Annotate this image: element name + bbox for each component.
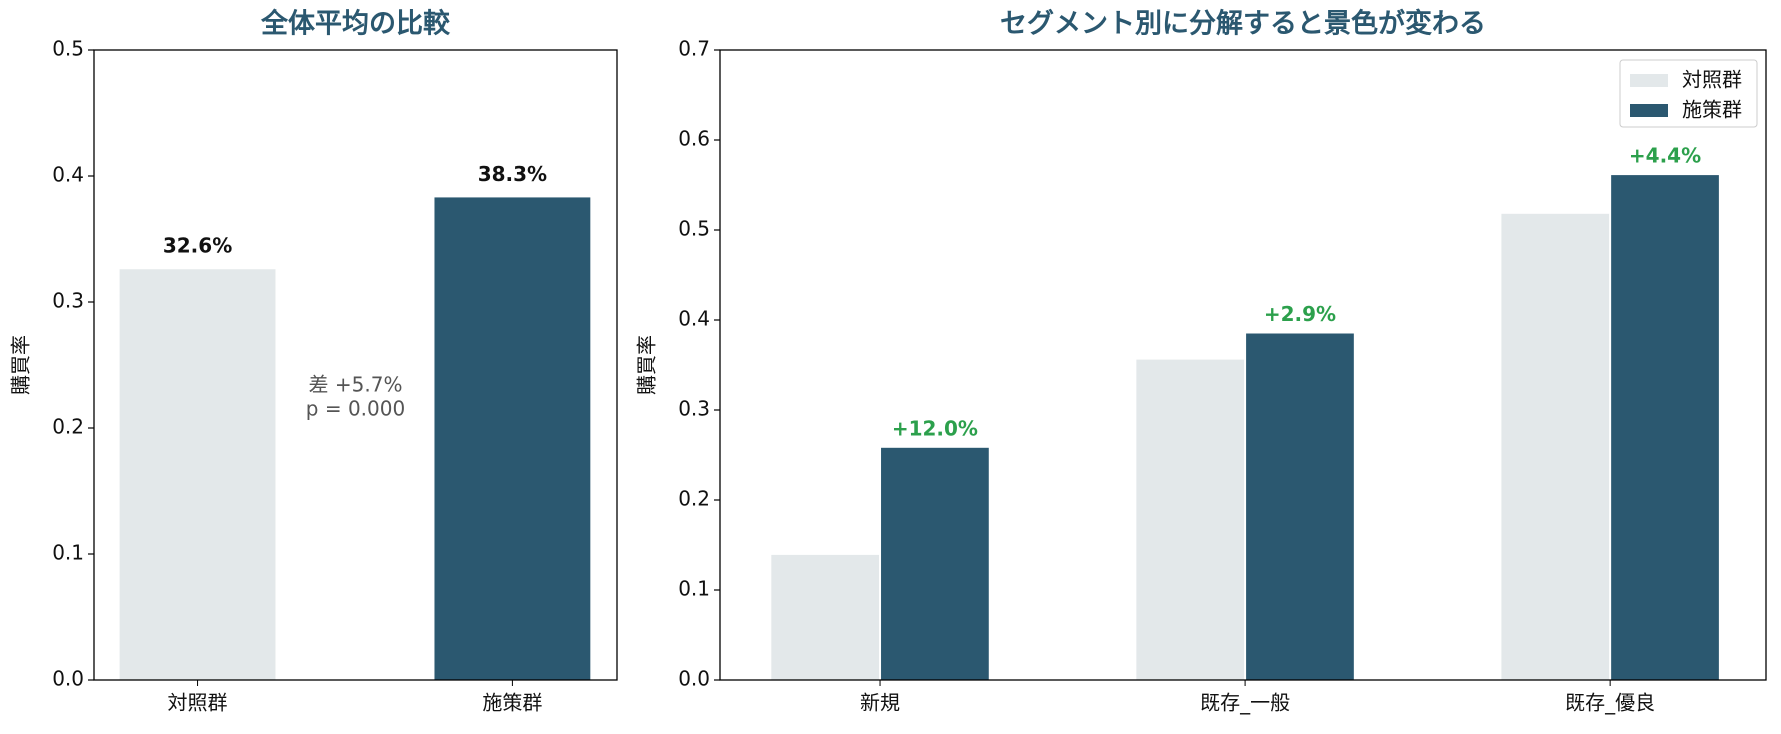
y-tick-label: 0.5 xyxy=(678,217,710,241)
y-tick-label: 0.2 xyxy=(678,487,710,511)
y-tick-label: 0.1 xyxy=(52,541,84,565)
legend-swatch xyxy=(1630,74,1668,87)
y-tick-label: 0.4 xyxy=(52,163,84,187)
axes-frame xyxy=(719,49,1767,681)
y-tick-label: 0.4 xyxy=(678,307,710,331)
y-axis-label: 購買率 xyxy=(9,335,33,395)
annotation: p = 0.000 xyxy=(306,397,405,421)
chart-title: 全体平均の比較 xyxy=(260,8,451,40)
y-tick-label: 0.7 xyxy=(678,37,710,61)
y-tick-label: 0.0 xyxy=(678,667,710,691)
legend-swatch xyxy=(1630,104,1668,117)
y-tick-label: 0.6 xyxy=(678,127,710,151)
annotation: 差 +5.7% xyxy=(309,373,403,397)
y-tick-label: 0.3 xyxy=(52,289,84,313)
bar xyxy=(434,197,591,681)
bar xyxy=(1501,213,1610,681)
legend-label: 対照群 xyxy=(1682,68,1742,92)
value-label: 32.6% xyxy=(163,234,232,258)
y-tick-label: 0.3 xyxy=(678,397,710,421)
x-tick-label: 対照群 xyxy=(168,691,228,715)
bar xyxy=(881,447,989,680)
bar xyxy=(1136,359,1245,680)
diff-label: +12.0% xyxy=(892,416,978,440)
bar xyxy=(771,554,880,680)
x-tick-label: 既存_一般 xyxy=(1200,691,1290,715)
y-tick-label: 0.2 xyxy=(52,415,84,439)
x-tick-label: 施策群 xyxy=(482,691,542,715)
y-tick-label: 0.1 xyxy=(678,577,710,601)
chart-title: セグメント別に分解すると景色が変わる xyxy=(1000,8,1486,40)
y-axis-label: 購買率 xyxy=(635,335,659,395)
value-label: 38.3% xyxy=(478,162,547,186)
x-tick-label: 既存_優良 xyxy=(1565,691,1655,715)
bar xyxy=(1246,333,1354,680)
y-tick-label: 0.0 xyxy=(52,667,84,691)
diff-label: +2.9% xyxy=(1264,302,1336,326)
bar xyxy=(1611,175,1719,680)
diff-label: +4.4% xyxy=(1629,144,1701,168)
y-tick-label: 0.5 xyxy=(52,37,84,61)
x-tick-label: 新規 xyxy=(860,691,900,715)
bar xyxy=(119,269,276,680)
legend-label: 施策群 xyxy=(1682,98,1742,122)
axes-frame xyxy=(93,49,618,681)
